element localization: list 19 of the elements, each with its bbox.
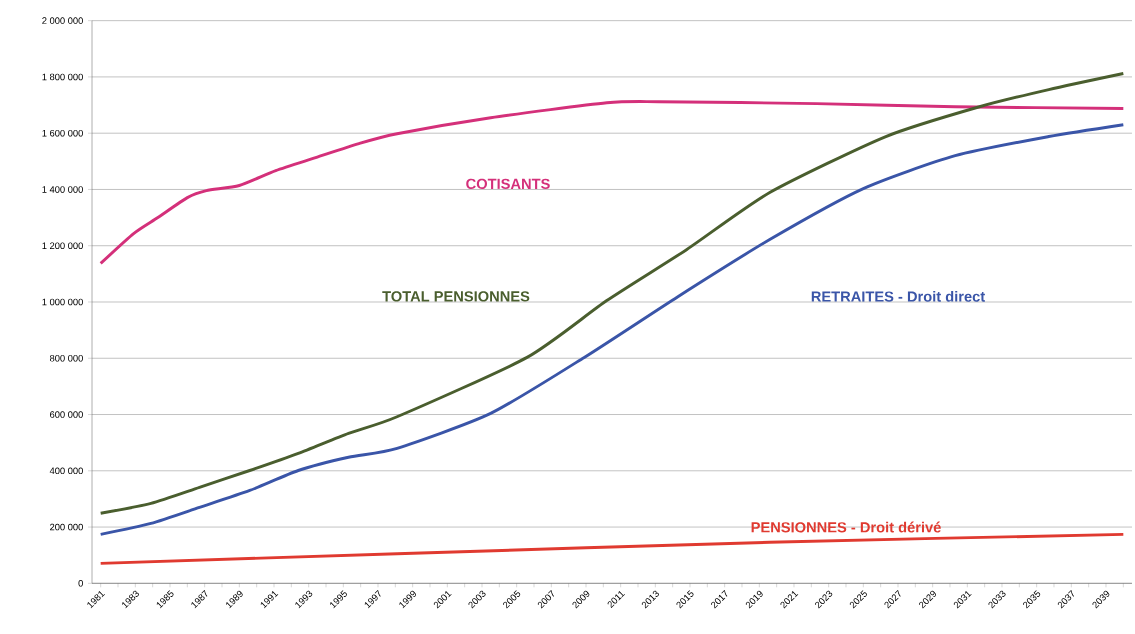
- line-series: [99, 123, 1125, 536]
- text: RETRAITES - Droit direct: [811, 290, 985, 302]
- line-series: [99, 72, 1125, 515]
- y-tick-label: 600 000: [50, 411, 83, 418]
- y-tick-label: 1 200 000: [42, 242, 83, 250]
- text: TOTAL PENSIONNES: [382, 291, 530, 302]
- y-tick-label: 2 000 000: [42, 17, 83, 24]
- line-series: [99, 532, 1125, 565]
- y-tick-label: 800 000: [49, 354, 83, 362]
- y-tick-label: 1 000 000: [42, 298, 83, 306]
- y-tick-label: 0: [78, 580, 83, 587]
- y-tick-label: 1 600 000: [42, 129, 83, 137]
- y-tick-label: 400 000: [49, 467, 83, 475]
- text: COTISANTS: [466, 178, 550, 190]
- y-tick-label: 1 400 000: [42, 186, 83, 193]
- line-series: [99, 100, 1125, 265]
- y-tick-label: 1 800 000: [42, 73, 83, 81]
- y-tick-label: 200 000: [50, 523, 83, 531]
- series-label: PENSIONNES - Droit dérivé: [751, 521, 941, 533]
